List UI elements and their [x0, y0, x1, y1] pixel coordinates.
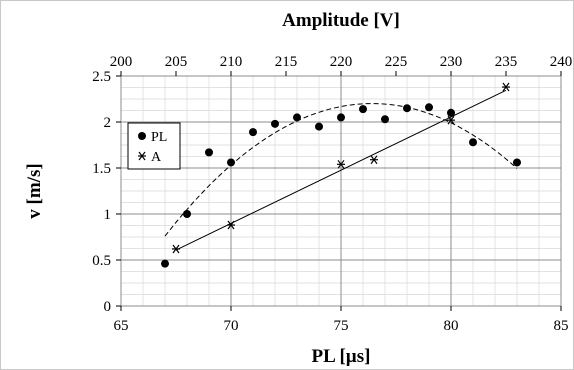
x2-tick-label: 225: [385, 54, 408, 70]
data-point-a: [337, 159, 345, 169]
x2-tick-label: 235: [495, 54, 518, 70]
x-axis-title: PL [µs]: [312, 346, 371, 367]
y-tick-label: 0: [104, 299, 112, 315]
grid: [120, 75, 562, 307]
data-point-pl: [447, 108, 455, 117]
data-point-pl: [381, 115, 389, 124]
y-tick-label: 0.5: [92, 253, 111, 269]
trendlines: [164, 89, 518, 251]
data-point-pl: [271, 119, 279, 128]
data-point-a: [370, 155, 378, 165]
x2-axis-title: Amplitude [V]: [282, 10, 400, 31]
data-point-pl: [205, 148, 213, 157]
trendline-pl: [164, 103, 518, 237]
x2-tick-label: 240: [550, 54, 573, 70]
data-point-a: [447, 115, 455, 125]
legend: PL A: [127, 122, 181, 170]
data-point-pl: [337, 113, 345, 122]
x2-tick-label: 215: [275, 54, 298, 70]
x2-tick-label: 220: [330, 54, 353, 70]
data-point-a: [502, 82, 510, 92]
y-axis-title: v [m/s]: [24, 163, 45, 218]
data-point-pl: [183, 210, 191, 218]
axes: 65 70 75 80 85 200 205 210 215 220 225 230 235 240 0 0.…: [92, 54, 572, 334]
data-point-pl: [359, 105, 367, 114]
x2-tick-label: 205: [165, 54, 188, 70]
y-tick-label: 2.5: [92, 69, 111, 85]
data-point-pl: [161, 259, 169, 268]
data-point-a: [172, 244, 180, 254]
x-tick-label: 70: [224, 318, 239, 334]
x2-tick-label: 200: [110, 54, 133, 70]
legend-box: [127, 122, 181, 170]
x2-tick-label: 230: [440, 54, 463, 70]
data-point-pl: [513, 158, 521, 167]
y-tick-label: 1.5: [92, 161, 111, 177]
trendline-a: [175, 89, 507, 251]
legend-label-pl: PL: [151, 130, 167, 145]
x2-tick-label: 210: [220, 54, 243, 70]
legend-label-a: A: [151, 150, 162, 165]
legend-marker-pl: [138, 132, 146, 140]
data-point-pl: [249, 128, 257, 137]
y-tick-label: 2: [104, 115, 112, 131]
x-tick-label: 85: [554, 318, 569, 334]
x-tick-label: 65: [114, 318, 129, 334]
data-point-a: [227, 220, 235, 230]
legend-marker-a: [138, 151, 146, 161]
data-points: [161, 82, 521, 268]
y-tick-label: 1: [104, 207, 112, 223]
data-point-pl: [227, 158, 235, 167]
x-tick-label: 75: [334, 318, 349, 334]
data-point-pl: [469, 138, 477, 147]
data-point-pl: [403, 104, 411, 113]
data-point-pl: [293, 113, 301, 122]
x-tick-label: 80: [444, 318, 459, 334]
data-point-pl: [315, 122, 323, 131]
data-point-pl: [425, 103, 433, 112]
